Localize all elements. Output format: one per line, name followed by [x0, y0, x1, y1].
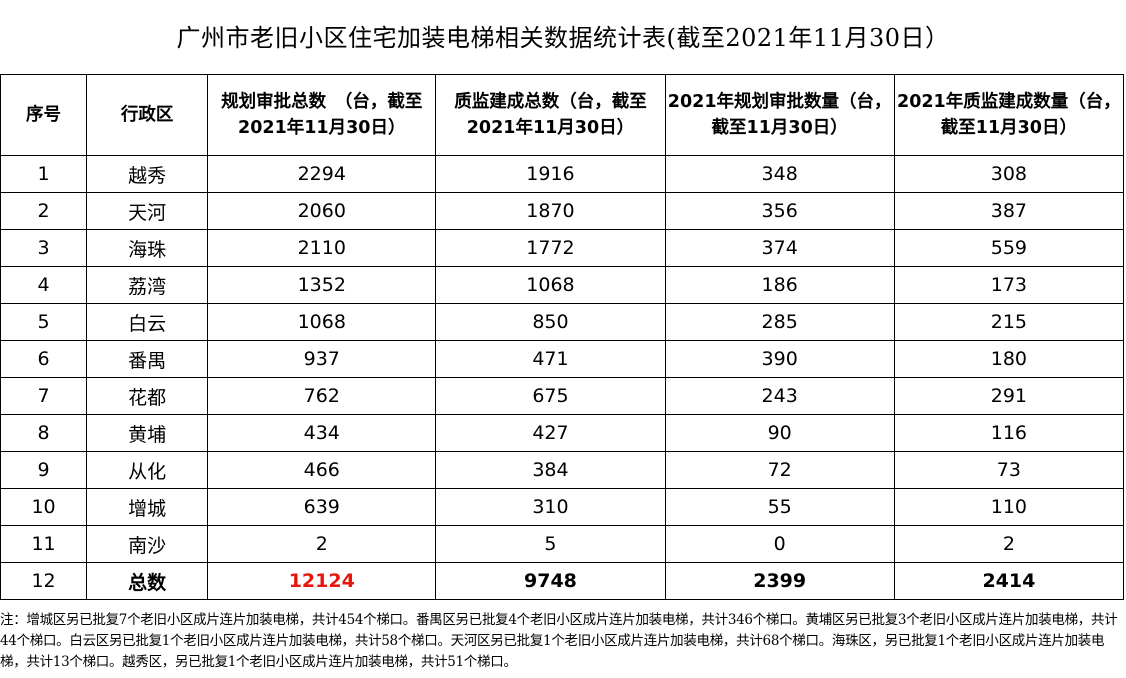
total-label: 总数: [86, 562, 209, 600]
cell-built-total: 1068: [435, 266, 666, 304]
cell-district: 花都: [86, 377, 209, 415]
table-row: 1 越秀 2294 1916 348 308: [0, 155, 1125, 193]
cell-built-2021: 110: [893, 488, 1125, 526]
cell-no: 6: [0, 340, 88, 378]
cell-planned-total: 2294: [207, 155, 437, 193]
total-planned-2021: 2399: [664, 562, 895, 600]
cell-planned-total: 2110: [207, 229, 437, 267]
cell-built-2021: 215: [893, 303, 1125, 341]
cell-planned-2021: 390: [664, 340, 895, 378]
cell-district: 越秀: [86, 155, 209, 193]
cell-district: 天河: [86, 192, 209, 230]
table-row: 10 增城 639 310 55 110: [0, 488, 1125, 526]
cell-planned-2021: 72: [664, 451, 895, 489]
total-planned-total: 12124: [207, 562, 437, 600]
cell-planned-total: 1352: [207, 266, 437, 304]
cell-no: 1: [0, 155, 88, 193]
cell-built-2021: 73: [893, 451, 1125, 489]
table-row: 7 花都 762 675 243 291: [0, 377, 1125, 415]
cell-built-total: 850: [435, 303, 666, 341]
cell-built-total: 1772: [435, 229, 666, 267]
cell-no: 5: [0, 303, 88, 341]
cell-no: 4: [0, 266, 88, 304]
cell-no: 7: [0, 377, 88, 415]
table-header-row: 序号 行政区 规划审批总数 （台，截至2021年11月30日） 质监建成总数（台…: [0, 74, 1125, 156]
cell-built-total: 384: [435, 451, 666, 489]
header-built-2021: 2021年质监建成数量（台，截至11月30日）: [893, 74, 1125, 156]
statistics-table: 序号 行政区 规划审批总数 （台，截至2021年11月30日） 质监建成总数（台…: [0, 74, 1125, 600]
page-title: 广州市老旧小区住宅加装电梯相关数据统计表(截至2021年11月30日）: [176, 24, 950, 52]
cell-planned-2021: 0: [664, 525, 895, 563]
footnote: 注：增城区另已批复7个老旧小区成片连片加装电梯，共计454个梯口。番禺区另已批复…: [0, 612, 1118, 670]
header-no: 序号: [0, 74, 88, 156]
header-planned-total: 规划审批总数 （台，截至2021年11月30日）: [207, 74, 437, 156]
header-district: 行政区: [86, 74, 209, 156]
table-row: 2 天河 2060 1870 356 387: [0, 192, 1125, 230]
table-row: 3 海珠 2110 1772 374 559: [0, 229, 1125, 267]
cell-built-2021: 173: [893, 266, 1125, 304]
cell-planned-total: 466: [207, 451, 437, 489]
cell-planned-2021: 374: [664, 229, 895, 267]
cell-no: 11: [0, 525, 88, 563]
cell-planned-total: 937: [207, 340, 437, 378]
table-row: 9 从化 466 384 72 73: [0, 451, 1125, 489]
cell-planned-total: 639: [207, 488, 437, 526]
cell-built-2021: 116: [893, 414, 1125, 452]
cell-district: 黄埔: [86, 414, 209, 452]
cell-planned-2021: 243: [664, 377, 895, 415]
cell-built-total: 5: [435, 525, 666, 563]
cell-planned-total: 2060: [207, 192, 437, 230]
cell-no: 8: [0, 414, 88, 452]
cell-district: 增城: [86, 488, 209, 526]
cell-no: 2: [0, 192, 88, 230]
cell-built-total: 310: [435, 488, 666, 526]
table-row: 6 番禺 937 471 390 180: [0, 340, 1125, 378]
table-row: 4 荔湾 1352 1068 186 173: [0, 266, 1125, 304]
cell-planned-total: 434: [207, 414, 437, 452]
cell-built-2021: 308: [893, 155, 1125, 193]
cell-planned-total: 1068: [207, 303, 437, 341]
table-row: 5 白云 1068 850 285 215: [0, 303, 1125, 341]
cell-district: 荔湾: [86, 266, 209, 304]
total-built-total: 9748: [435, 562, 666, 600]
cell-no: 10: [0, 488, 88, 526]
cell-planned-2021: 356: [664, 192, 895, 230]
cell-built-2021: 2: [893, 525, 1125, 563]
cell-planned-2021: 55: [664, 488, 895, 526]
cell-district: 从化: [86, 451, 209, 489]
cell-built-2021: 559: [893, 229, 1125, 267]
cell-built-total: 427: [435, 414, 666, 452]
total-no: 12: [0, 562, 88, 600]
cell-planned-2021: 348: [664, 155, 895, 193]
cell-built-total: 1870: [435, 192, 666, 230]
cell-planned-total: 762: [207, 377, 437, 415]
header-built-total: 质监建成总数（台，截至2021年11月30日）: [435, 74, 666, 156]
cell-district: 南沙: [86, 525, 209, 563]
cell-built-2021: 387: [893, 192, 1125, 230]
header-planned-2021: 2021年规划审批数量（台，截至11月30日）: [664, 74, 895, 156]
cell-built-2021: 180: [893, 340, 1125, 378]
cell-district: 白云: [86, 303, 209, 341]
total-row: 12 总数 12124 9748 2399 2414: [0, 562, 1125, 600]
cell-planned-total: 2: [207, 525, 437, 563]
total-built-2021: 2414: [893, 562, 1125, 600]
table-row: 8 黄埔 434 427 90 116: [0, 414, 1125, 452]
cell-built-total: 1916: [435, 155, 666, 193]
cell-planned-2021: 285: [664, 303, 895, 341]
cell-built-total: 675: [435, 377, 666, 415]
cell-district: 海珠: [86, 229, 209, 267]
cell-planned-2021: 186: [664, 266, 895, 304]
cell-no: 3: [0, 229, 88, 267]
cell-no: 9: [0, 451, 88, 489]
cell-built-2021: 291: [893, 377, 1125, 415]
cell-built-total: 471: [435, 340, 666, 378]
table-row: 11 南沙 2 5 0 2: [0, 525, 1125, 563]
cell-district: 番禺: [86, 340, 209, 378]
cell-planned-2021: 90: [664, 414, 895, 452]
